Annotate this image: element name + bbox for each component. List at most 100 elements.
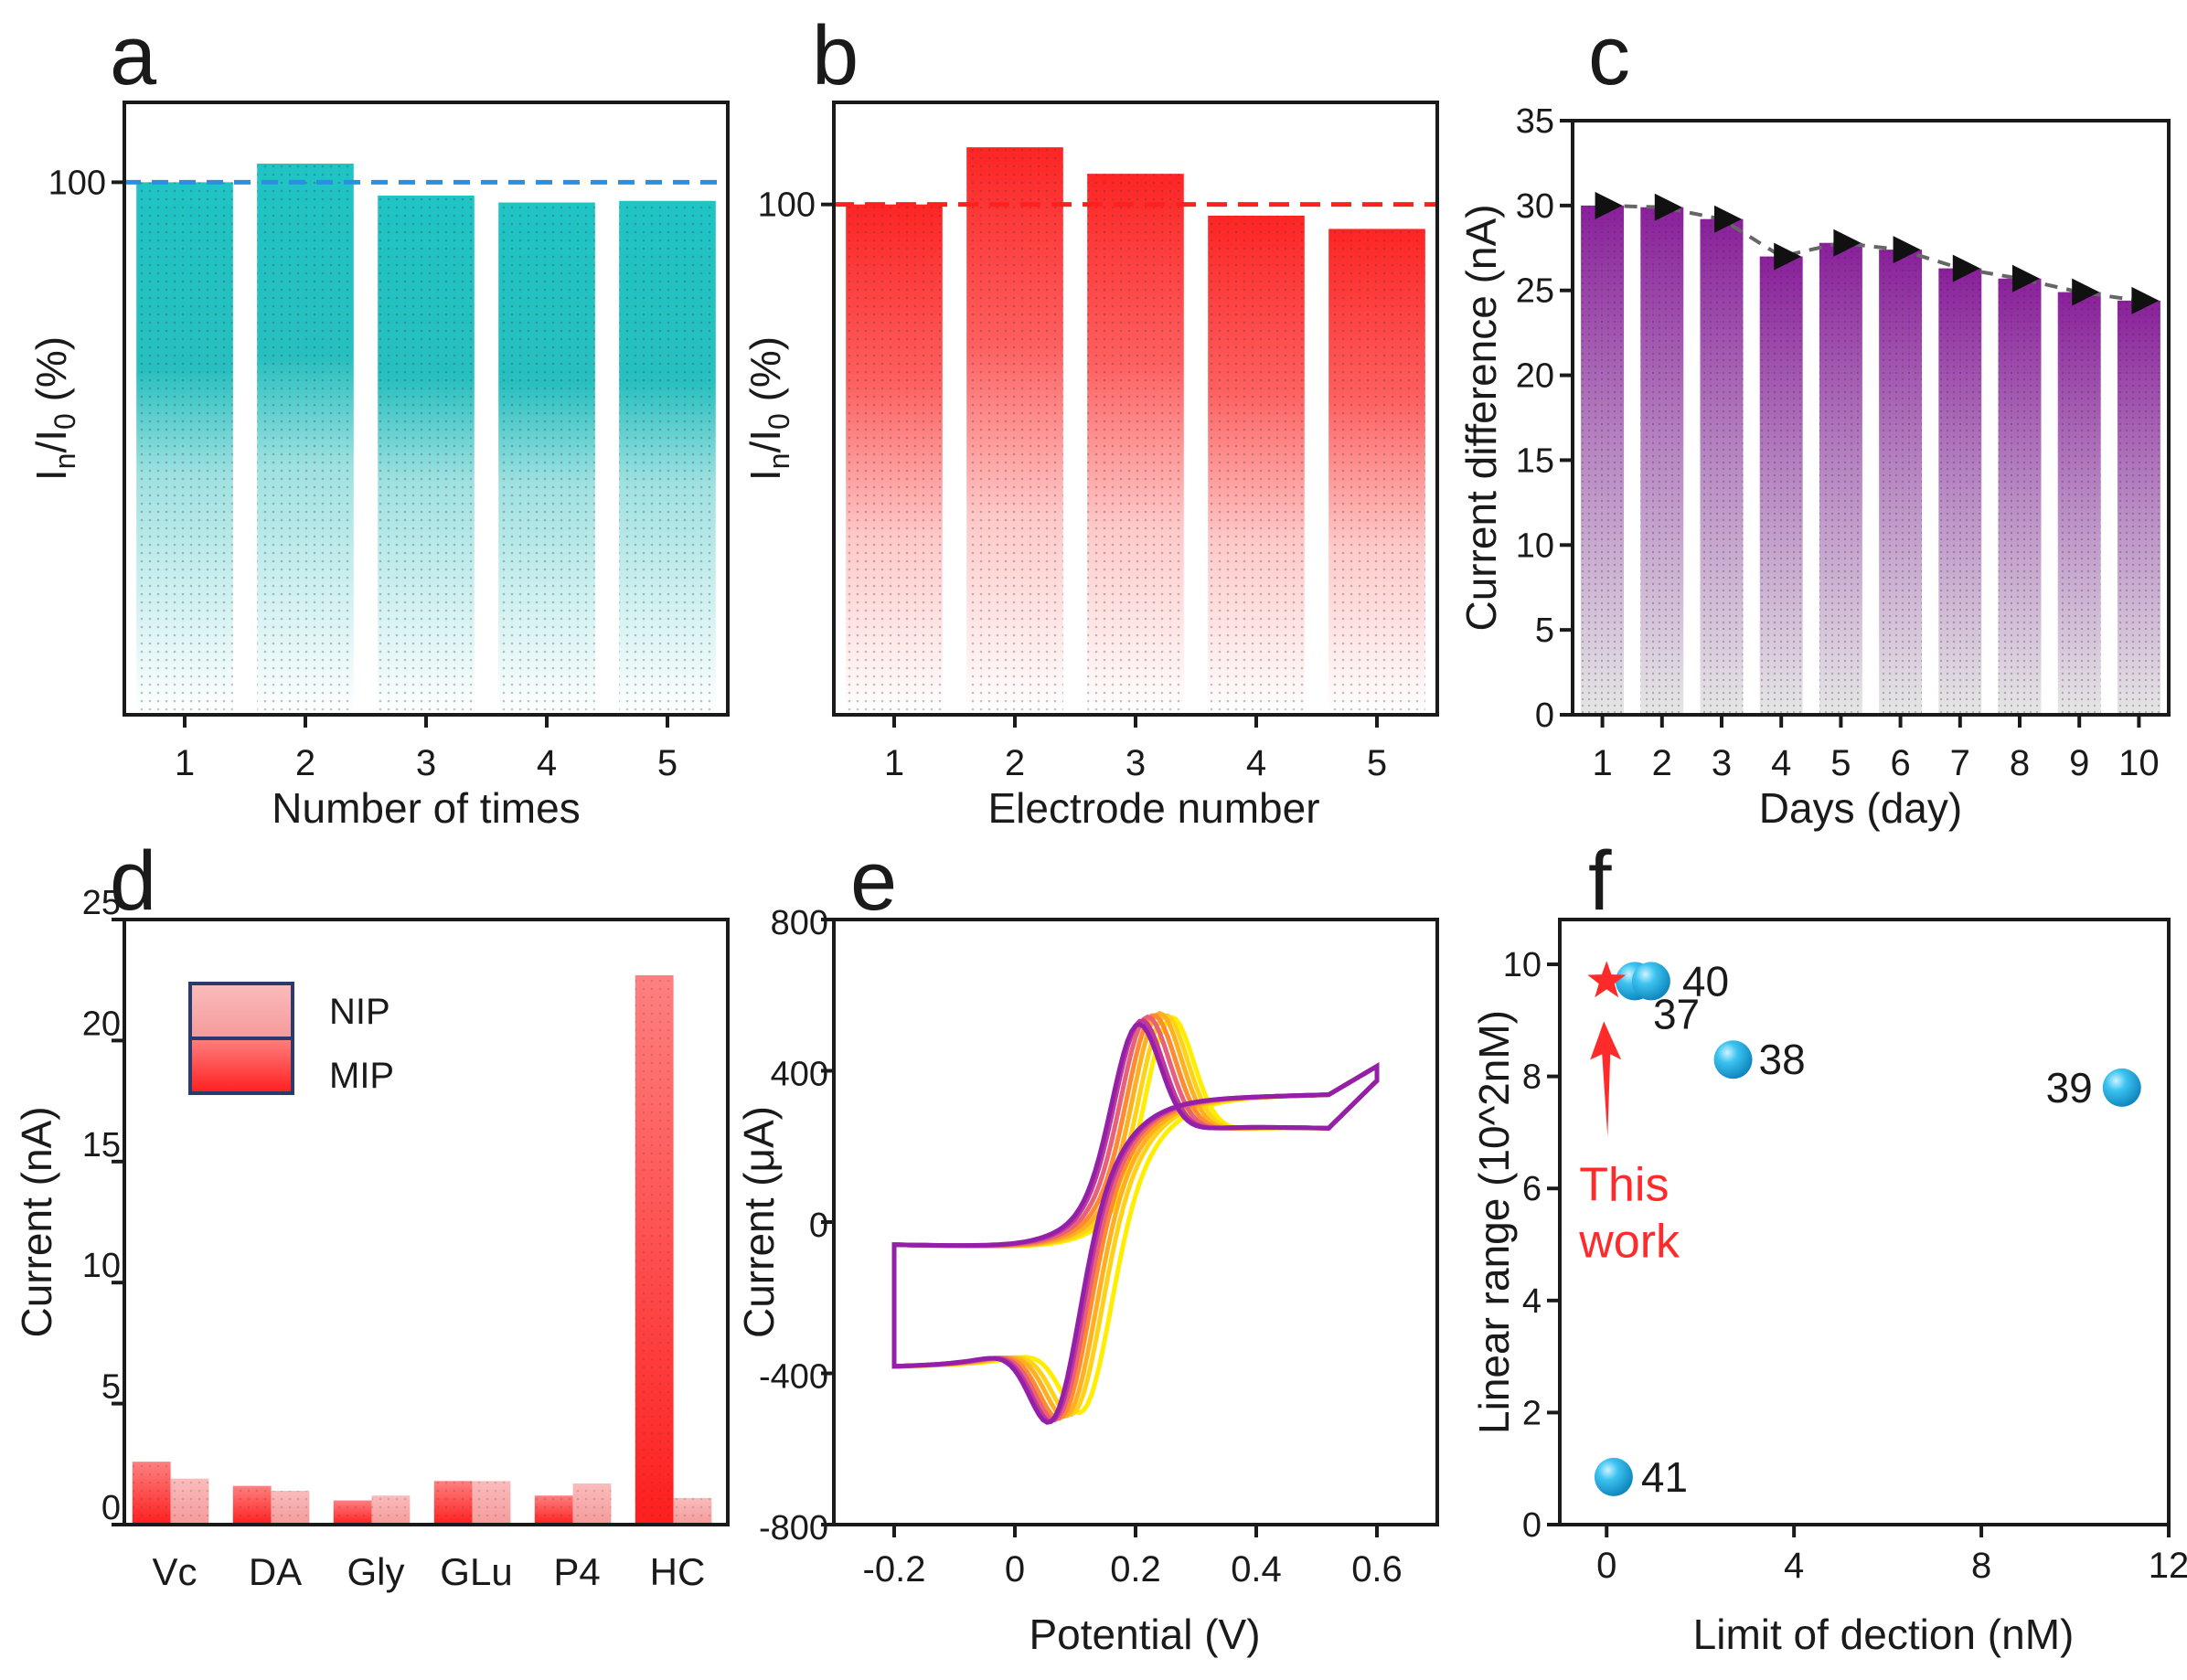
panel-label: b	[812, 9, 859, 102]
x-tick-label: -0.2	[863, 1549, 926, 1590]
bar-texture	[1938, 268, 1982, 715]
x-tick-label: 5	[1830, 743, 1851, 783]
trend-marker	[2131, 286, 2160, 314]
y-tick-label: 4	[1522, 1282, 1542, 1321]
bar-texture	[170, 1478, 209, 1525]
trend-marker	[1893, 236, 1921, 264]
x-axis-title: Limit of dection (nM)	[1693, 1611, 2075, 1658]
bars	[132, 974, 712, 1525]
legend-swatch-mip	[188, 1037, 294, 1095]
bar-texture	[371, 1495, 411, 1525]
bar-texture	[2117, 300, 2160, 715]
x-axis-title: Potential (V)	[1029, 1611, 1260, 1658]
y-tick-label: 0	[101, 1489, 121, 1527]
trend-marker	[1654, 193, 1682, 221]
x-tick-label: 9	[2069, 743, 2089, 783]
bar-texture	[846, 204, 943, 715]
cv-curve	[891, 1021, 1380, 1425]
y-tick-label: 10	[82, 1247, 121, 1285]
y-tick-label: 10	[1516, 526, 1554, 565]
legend-swatch-nip	[188, 982, 294, 1040]
y-tick-label: 15	[82, 1126, 121, 1164]
y-tick-label: 25	[1516, 272, 1554, 311]
scatter-point	[2102, 1068, 2141, 1107]
x-tick-label: 5	[1367, 743, 1387, 783]
bar-texture	[1208, 215, 1305, 715]
bar-texture	[378, 195, 475, 715]
x-tick-label: 6	[1890, 743, 1910, 783]
y-tick-label: -800	[759, 1509, 828, 1547]
y-axis-title: Current difference (nA)	[1457, 204, 1505, 631]
highlight-arrow	[1590, 1021, 1622, 1137]
y-tick-label: 800	[771, 904, 828, 942]
bar-texture	[132, 1462, 171, 1525]
trend-marker	[1774, 242, 1802, 271]
x-tick-label: 4	[1784, 1546, 1804, 1586]
bar-texture	[271, 1490, 310, 1525]
panel-label: a	[110, 9, 157, 102]
y-tick-label: 0	[1535, 696, 1554, 735]
x-axis-title: Electrode number	[987, 784, 1319, 832]
panel-a: a 100 1 2 3 4 5 Number of times In/I0 (%)	[27, 9, 730, 832]
y-axis-ticks: 0 5 10 15 20 25	[82, 884, 124, 1527]
y-axis-ticks: 0 2 4 6 8 10	[1503, 946, 1560, 1545]
x-tick-label: 0.6	[1351, 1549, 1403, 1590]
x-tick-label: 0.4	[1231, 1549, 1282, 1590]
trend-marker	[1952, 254, 1980, 282]
y-axis-title: Current (nA)	[13, 1106, 60, 1337]
y-tick-label: 20	[1516, 357, 1554, 396]
x-axis-ticks: 0 4 8 12	[1596, 1525, 2187, 1586]
bar-texture	[534, 1495, 573, 1525]
y-axis-title: In/I0 (%)	[27, 336, 81, 481]
y-axis-title: Current (μA)	[735, 1106, 783, 1338]
x-tick-label: 2	[1652, 743, 1672, 783]
cv-curve	[891, 1010, 1380, 1419]
x-axis-ticks: 1 2 3 4 5 6 7 8 9 10	[1592, 715, 2160, 783]
x-tick-label: 3	[416, 743, 436, 783]
bar-texture	[136, 182, 233, 716]
trend-marker	[2072, 278, 2100, 306]
point-label: 37	[1653, 990, 1700, 1037]
plot-frame	[832, 918, 1439, 1526]
x-tick-label: 1	[175, 743, 195, 783]
point-label: 40	[1682, 957, 1729, 1005]
x-tick-label: 1	[884, 743, 904, 783]
panel-e: e -800 -400 0 400 800 -0.2 0 0.2 0.4 0.6 Potenti…	[735, 835, 1439, 1658]
x-tick-label: 4	[1246, 743, 1266, 783]
panel-d: d NIP MIP 0 5 10 15 20 25 Vc DA Gly GLu P4 HC Curr…	[13, 835, 730, 1593]
y-tick-label: 25	[82, 884, 121, 922]
trend-line	[1602, 203, 2139, 303]
plot-frame	[1558, 918, 2171, 1526]
scatter-point	[1594, 1457, 1633, 1496]
plot-frame	[1571, 119, 2171, 717]
y-axis-ticks: -800 -400 0 400 800	[759, 904, 834, 1547]
bar-texture	[619, 200, 716, 716]
trend-marker	[1595, 191, 1623, 219]
y-tick-label: 400	[771, 1056, 828, 1094]
x-tick-label: 0.2	[1110, 1549, 1161, 1590]
y-tick-label: -400	[759, 1358, 828, 1397]
highlight-label-line1: This	[1579, 1158, 1669, 1211]
y-axis-title: In/I0 (%)	[741, 336, 795, 481]
bar-texture	[1879, 250, 1923, 715]
y-tick-label: 35	[1516, 102, 1554, 141]
y-tick-label: 0	[1522, 1506, 1542, 1545]
bar-texture	[673, 1497, 712, 1525]
x-tick-label: DA	[249, 1550, 302, 1593]
bar-texture	[1819, 242, 1862, 715]
bar-texture	[1759, 256, 1803, 715]
bar-texture	[498, 202, 595, 715]
x-tick-label: 4	[537, 743, 557, 783]
y-tick-label: 5	[1535, 611, 1554, 650]
x-tick-label: 2	[295, 743, 315, 783]
panel-label: d	[110, 835, 156, 928]
y-tick-label: 5	[101, 1368, 121, 1407]
bar-texture	[433, 1481, 473, 1525]
panel-label: c	[1588, 9, 1630, 102]
x-tick-label: 0	[1596, 1546, 1616, 1586]
panel-b: b 100 1 2 3 4 5 Electrode number In/I0 (%)	[741, 9, 1439, 832]
x-tick-label: 0	[1005, 1549, 1025, 1590]
bar-texture	[2057, 292, 2101, 715]
